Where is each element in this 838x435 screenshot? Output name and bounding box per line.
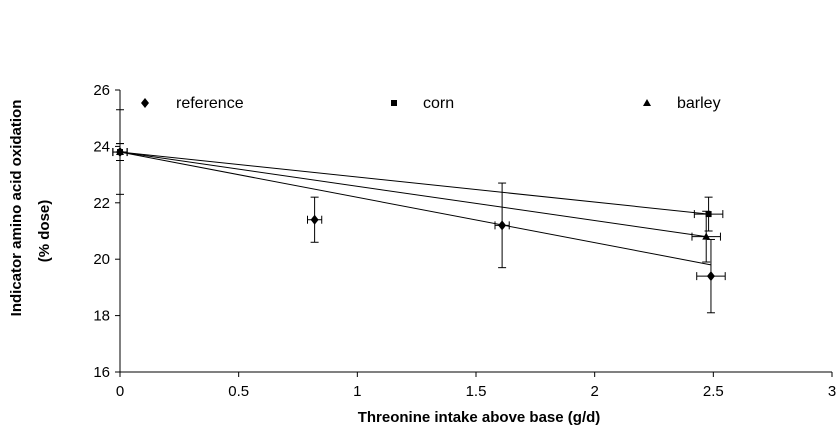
x-axis-title: Threonine intake above base (g/d)	[358, 409, 601, 426]
x-tick-label: 2	[590, 383, 598, 400]
error-bars	[112, 109, 726, 314]
y-tick-label: 18	[93, 308, 110, 325]
legend-label-barley: barley	[677, 95, 721, 112]
trend-lines	[119, 151, 712, 266]
data-point-barley	[116, 148, 124, 156]
y-tick-label: 24	[93, 138, 110, 155]
y-tick-label: 20	[93, 251, 110, 268]
x-tick-label: 1	[353, 383, 361, 400]
data-point-reference	[310, 214, 319, 225]
y-tick-label: 22	[93, 195, 110, 212]
data-point-barley	[702, 232, 711, 240]
x-tick-label: 1.5	[466, 383, 487, 400]
y-axis-title-line2: (% dose)	[36, 200, 53, 263]
markers	[116, 147, 715, 282]
legend-marker-barley	[643, 99, 651, 106]
x-tick-label: 0	[116, 383, 124, 400]
data-point-reference	[498, 220, 507, 231]
y-tick-label: 16	[93, 364, 110, 381]
trend-line-reference	[119, 151, 712, 266]
data-point-reference	[706, 271, 715, 282]
legend: reference corn barley	[141, 95, 721, 112]
legend-marker-reference	[141, 98, 149, 108]
plot-area: 16 18 20 22 24 26 0 0.5 1 1.5 2 2.5 3	[93, 82, 836, 400]
x-tick-label: 2.5	[703, 383, 724, 400]
legend-marker-corn	[391, 100, 397, 106]
data-point-corn	[705, 211, 712, 218]
legend-label-reference: reference	[176, 95, 244, 112]
y-axis-title-line1: Indicator amino acid oxidation	[8, 100, 25, 317]
x-tick-label: 0.5	[228, 383, 249, 400]
trend-line-corn	[119, 151, 709, 215]
x-tick-label: 3	[828, 383, 836, 400]
legend-label-corn: corn	[423, 95, 454, 112]
trend-line-barley	[119, 151, 707, 238]
y-tick-label: 26	[93, 82, 110, 99]
